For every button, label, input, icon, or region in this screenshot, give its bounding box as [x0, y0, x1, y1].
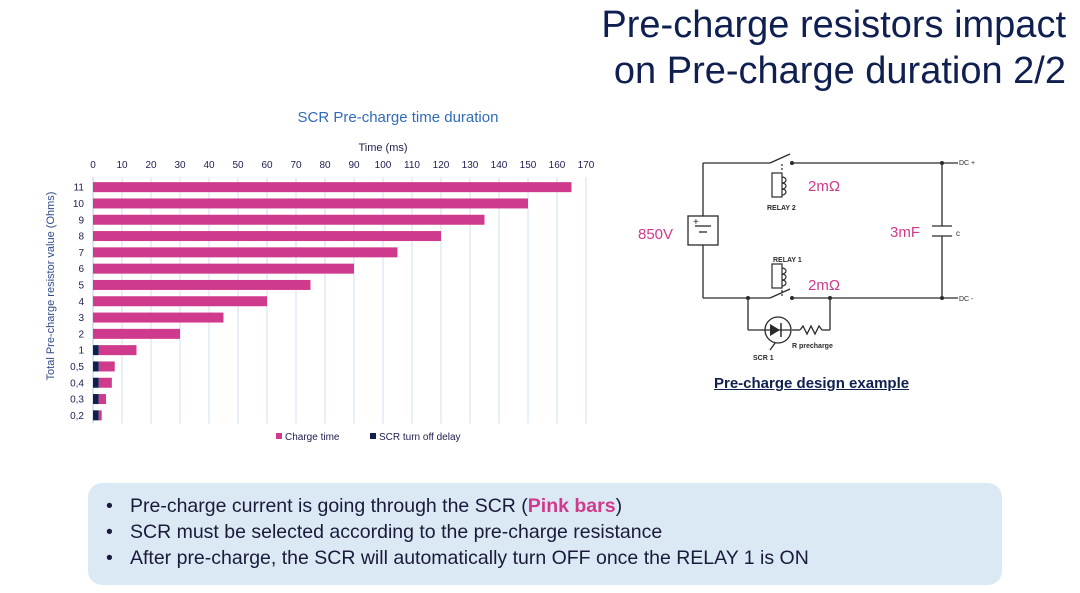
bar-charge-time: [98, 345, 137, 356]
y-tick-label: 8: [78, 232, 84, 243]
bar-charge-time: [93, 182, 572, 193]
x-tick-label: 150: [520, 160, 537, 171]
y-tick-label: 0,3: [70, 395, 84, 406]
capacitance-label: 3mF: [890, 224, 920, 241]
y-tick-label: 10: [73, 199, 85, 210]
legend-swatch-charge-time: [276, 433, 282, 439]
slide-title: Pre-charge resistors impact on Pre-charg…: [601, 2, 1066, 94]
note-1-highlight: Pink bars: [527, 495, 616, 517]
x-tick-label: 10: [116, 160, 128, 171]
bar-charge-time: [93, 214, 485, 225]
voltage-label: 850V: [638, 226, 673, 243]
y-tick-labels: 11 10 9 8 7 6 5 4 3 2 1 0,5 0,4 0,3 0,2: [70, 183, 84, 422]
x-tick-label: 20: [145, 160, 157, 171]
bar-charge-time: [93, 279, 311, 290]
y-tick-label: 11: [74, 183, 85, 194]
slide-title-line1: Pre-charge resistors impact: [601, 4, 1066, 46]
svg-text:+: +: [693, 217, 699, 228]
x-tick-label: 140: [491, 160, 508, 171]
y-axis-label: Total Pre-charge resistor value (Ohms): [45, 192, 57, 381]
bar-charge-time: [93, 247, 398, 258]
legend-label-scr-delay: SCR turn off delay: [379, 432, 461, 443]
note-bullet-1: Pre-charge current is going through the …: [106, 493, 1002, 519]
y-tick-label: 0,4: [70, 378, 84, 389]
slide-title-line2: on Pre-charge duration 2/2: [613, 50, 1066, 92]
bar-charge-time: [98, 394, 107, 405]
x-tick-label: 170: [578, 160, 595, 171]
bar-scr-delay: [93, 377, 99, 388]
relay2-coil-icon: [771, 164, 787, 198]
dc-plus-label: DC +: [959, 160, 975, 167]
x-axis-label: Time (ms): [358, 142, 407, 154]
x-tick-label: 40: [203, 160, 215, 171]
chart-legend: Charge time SCR turn off delay: [276, 432, 461, 443]
bar-charge-time: [93, 263, 354, 274]
y-tick-label: 7: [78, 248, 84, 259]
bar-charge-time: [98, 377, 112, 388]
x-tick-label: 130: [462, 160, 479, 171]
bar-scr-delay: [93, 410, 99, 421]
relay2-label: RELAY 2: [767, 205, 796, 212]
dc-minus-label: DC -: [959, 296, 974, 303]
note-bullet-3: After pre-charge, the SCR will automatic…: [106, 545, 1002, 571]
note-1-text: Pre-charge current is going through the …: [130, 495, 528, 517]
x-tick-label: 110: [404, 160, 420, 171]
relay1-resistance: 2mΩ: [808, 277, 840, 294]
circuit-caption: Pre-charge design example: [714, 375, 910, 392]
relay2-resistance: 2mΩ: [808, 178, 840, 195]
y-tick-label: 3: [78, 313, 84, 324]
bar-charge-time: [93, 312, 224, 323]
bar-scr-delay: [93, 345, 99, 356]
precharge-time-chart: SCR Pre-charge time duration Time (ms) T…: [45, 109, 595, 443]
bar-charge-time: [93, 296, 267, 307]
legend-label-charge-time: Charge time: [285, 432, 340, 443]
relay1-label: RELAY 1: [773, 257, 802, 264]
x-tick-label: 30: [174, 160, 186, 171]
x-tick-label: 90: [348, 160, 360, 171]
y-tick-label: 9: [78, 215, 84, 226]
x-tick-label: 120: [433, 160, 450, 171]
bar-scr-delay: [93, 394, 99, 405]
circuit-wires: [702, 153, 958, 351]
y-tick-label: 0,5: [70, 362, 84, 373]
note-bullet-2: SCR must be selected according to the pr…: [106, 519, 1002, 545]
x-tick-label: 60: [261, 160, 273, 171]
bar-charge-time: [98, 361, 115, 372]
bar-charge-time: [98, 410, 102, 421]
chart-title: SCR Pre-charge time duration: [298, 109, 499, 126]
scr-label: SCR 1: [753, 355, 774, 362]
x-tick-label: 0: [90, 160, 96, 171]
x-tick-labels: 0 10 20 30 40 50 60 70 80 90 100 110 120 130 140 150 160…: [90, 160, 595, 171]
y-tick-label: 4: [78, 297, 84, 308]
y-tick-label: 1: [78, 346, 84, 357]
note-1-text-end: ): [615, 495, 623, 517]
y-tick-label: 2: [78, 329, 84, 340]
x-tick-label: 160: [549, 160, 566, 171]
battery-icon: [687, 215, 719, 246]
relay1-coil-icon: [771, 263, 787, 297]
x-tick-label: 80: [319, 160, 331, 171]
bar-charge-time: [93, 198, 528, 209]
scr-icon: [764, 316, 792, 344]
x-tick-label: 100: [375, 160, 392, 171]
bar-scr-delay: [93, 361, 99, 372]
y-tick-label: 6: [78, 264, 84, 275]
x-tick-label: 70: [290, 160, 302, 171]
bar-charge-time: [93, 231, 441, 242]
r-precharge-label: R precharge: [792, 343, 833, 350]
precharge-circuit-diagram: + 850V 3mF c 2mΩ 2mΩ RELAY 2 RELAY 1 DC …: [638, 153, 975, 362]
y-tick-label: 0,2: [70, 411, 84, 422]
capacitor-letter: c: [956, 229, 960, 238]
notes-callout: Pre-charge current is going through the …: [88, 483, 1002, 585]
bar-charge-time: [93, 328, 180, 339]
chart-bars: [93, 182, 572, 421]
x-tick-label: 50: [232, 160, 244, 171]
legend-swatch-scr-delay: [370, 433, 376, 439]
y-tick-label: 5: [78, 280, 84, 291]
